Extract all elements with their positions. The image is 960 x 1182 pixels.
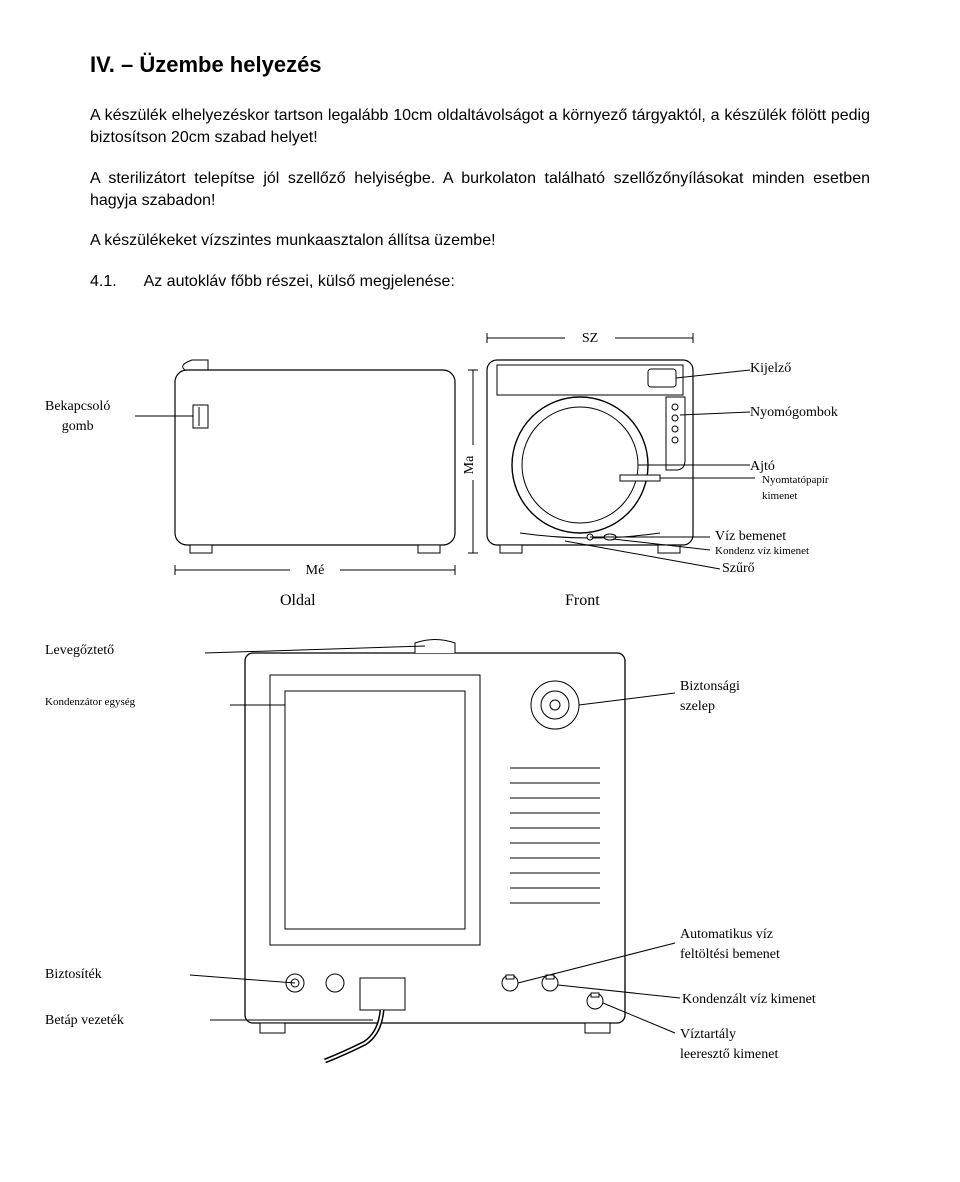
svg-text:Ma: Ma: [462, 455, 477, 474]
label-nyomogombok: Nyomógombok: [750, 403, 838, 423]
label-kondenzalt-viz: Kondenzált víz kimenet: [682, 990, 816, 1010]
paragraph-3: A készülékeket vízszintes munkaasztalon …: [90, 230, 870, 252]
section-heading: IV. – Üzembe helyezés: [90, 50, 870, 81]
svg-text:Front: Front: [565, 592, 600, 609]
label-biztositek: Biztosíték: [45, 965, 102, 985]
subsection-number: 4.1.: [90, 271, 140, 293]
label-kijelzo: Kijelző: [750, 359, 791, 379]
svg-text:Oldal: Oldal: [280, 592, 316, 609]
side-view: Mé: [135, 360, 455, 578]
label-szuro: Szűrő: [722, 559, 755, 579]
paragraph-1: A készülék elhelyezéskor tartson legaláb…: [90, 105, 870, 150]
subsection-text: Az autokláv főbb részei, külső megjelené…: [144, 273, 455, 290]
label-papir: Nyomtatópapír kimenet: [762, 473, 829, 504]
label-viztartaly: Víztartály leeresztő kimenet: [680, 1025, 778, 1064]
label-biztonsagi-szelep: Biztonsági szelep: [680, 677, 740, 716]
label-bekapcsolo: Bekapcsoló gomb: [45, 397, 110, 436]
subsection-4-1: 4.1. Az autokláv főbb részei, külső megj…: [90, 271, 870, 293]
label-auto-viz: Automatikus víz feltöltési bemenet: [680, 925, 780, 964]
figure-side-front: SZ Mé Ma: [90, 315, 870, 615]
label-kondenzator: Kondenzátor egység: [45, 695, 135, 710]
paragraph-2: A sterilizátort telepítse jól szellőző h…: [90, 168, 870, 213]
figure-rear: Levegőztető Kondenzátor egység Biztosíté…: [90, 633, 870, 1063]
svg-text:Mé: Mé: [306, 563, 325, 578]
label-kondenz-viz: Kondenz víz kimenet: [715, 544, 809, 559]
label-levegozteto: Levegőztető: [45, 641, 114, 661]
label-betap: Betáp vezeték: [45, 1011, 124, 1031]
dim-sz-label: SZ: [582, 331, 598, 346]
